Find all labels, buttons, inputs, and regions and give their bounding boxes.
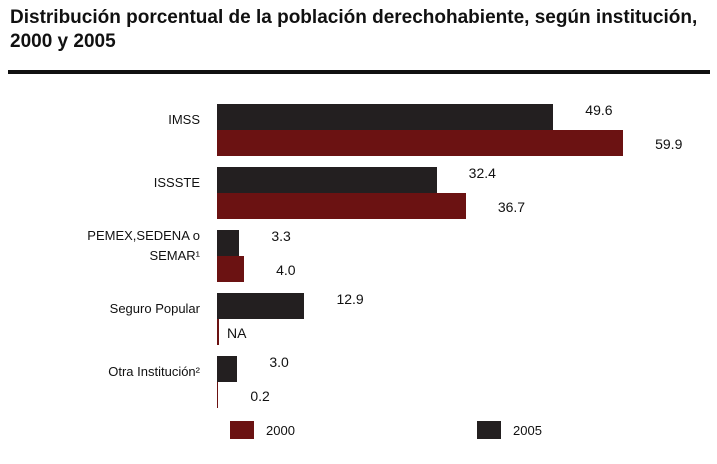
category-label: Seguro Popular [109, 301, 200, 316]
value-label: 4.0 [276, 262, 296, 278]
value-label: 3.0 [269, 354, 289, 370]
value-label: 59.9 [655, 136, 683, 152]
bar [217, 193, 466, 219]
category-label: Otra Institución² [108, 364, 200, 379]
bar [217, 130, 624, 156]
bar [217, 293, 305, 319]
bar [217, 167, 437, 193]
value-label: 32.4 [468, 165, 496, 181]
category-label: ISSSTE [153, 175, 200, 190]
chart-title: Distribución porcentual de la población … [10, 7, 698, 52]
value-label: 49.6 [585, 102, 613, 118]
na-stub [217, 319, 219, 345]
legend-label: 2005 [513, 423, 542, 438]
value-label: NA [227, 325, 247, 341]
value-label: 0.2 [250, 388, 270, 404]
bar [217, 230, 240, 256]
category-label: PEMEX,SEDENA o SEMAR¹ [87, 228, 200, 263]
value-label: 36.7 [497, 199, 526, 215]
bar [217, 104, 554, 130]
value-label: 3.3 [271, 228, 291, 244]
legend-swatch [230, 421, 254, 439]
value-label: 12.9 [336, 291, 364, 307]
legend-label: 2000 [266, 423, 295, 438]
legend-swatch [477, 421, 501, 439]
bar [217, 256, 245, 282]
category-label: IMSS [168, 112, 200, 127]
bar [217, 382, 219, 408]
bar [217, 356, 238, 382]
title-rule [8, 70, 710, 74]
